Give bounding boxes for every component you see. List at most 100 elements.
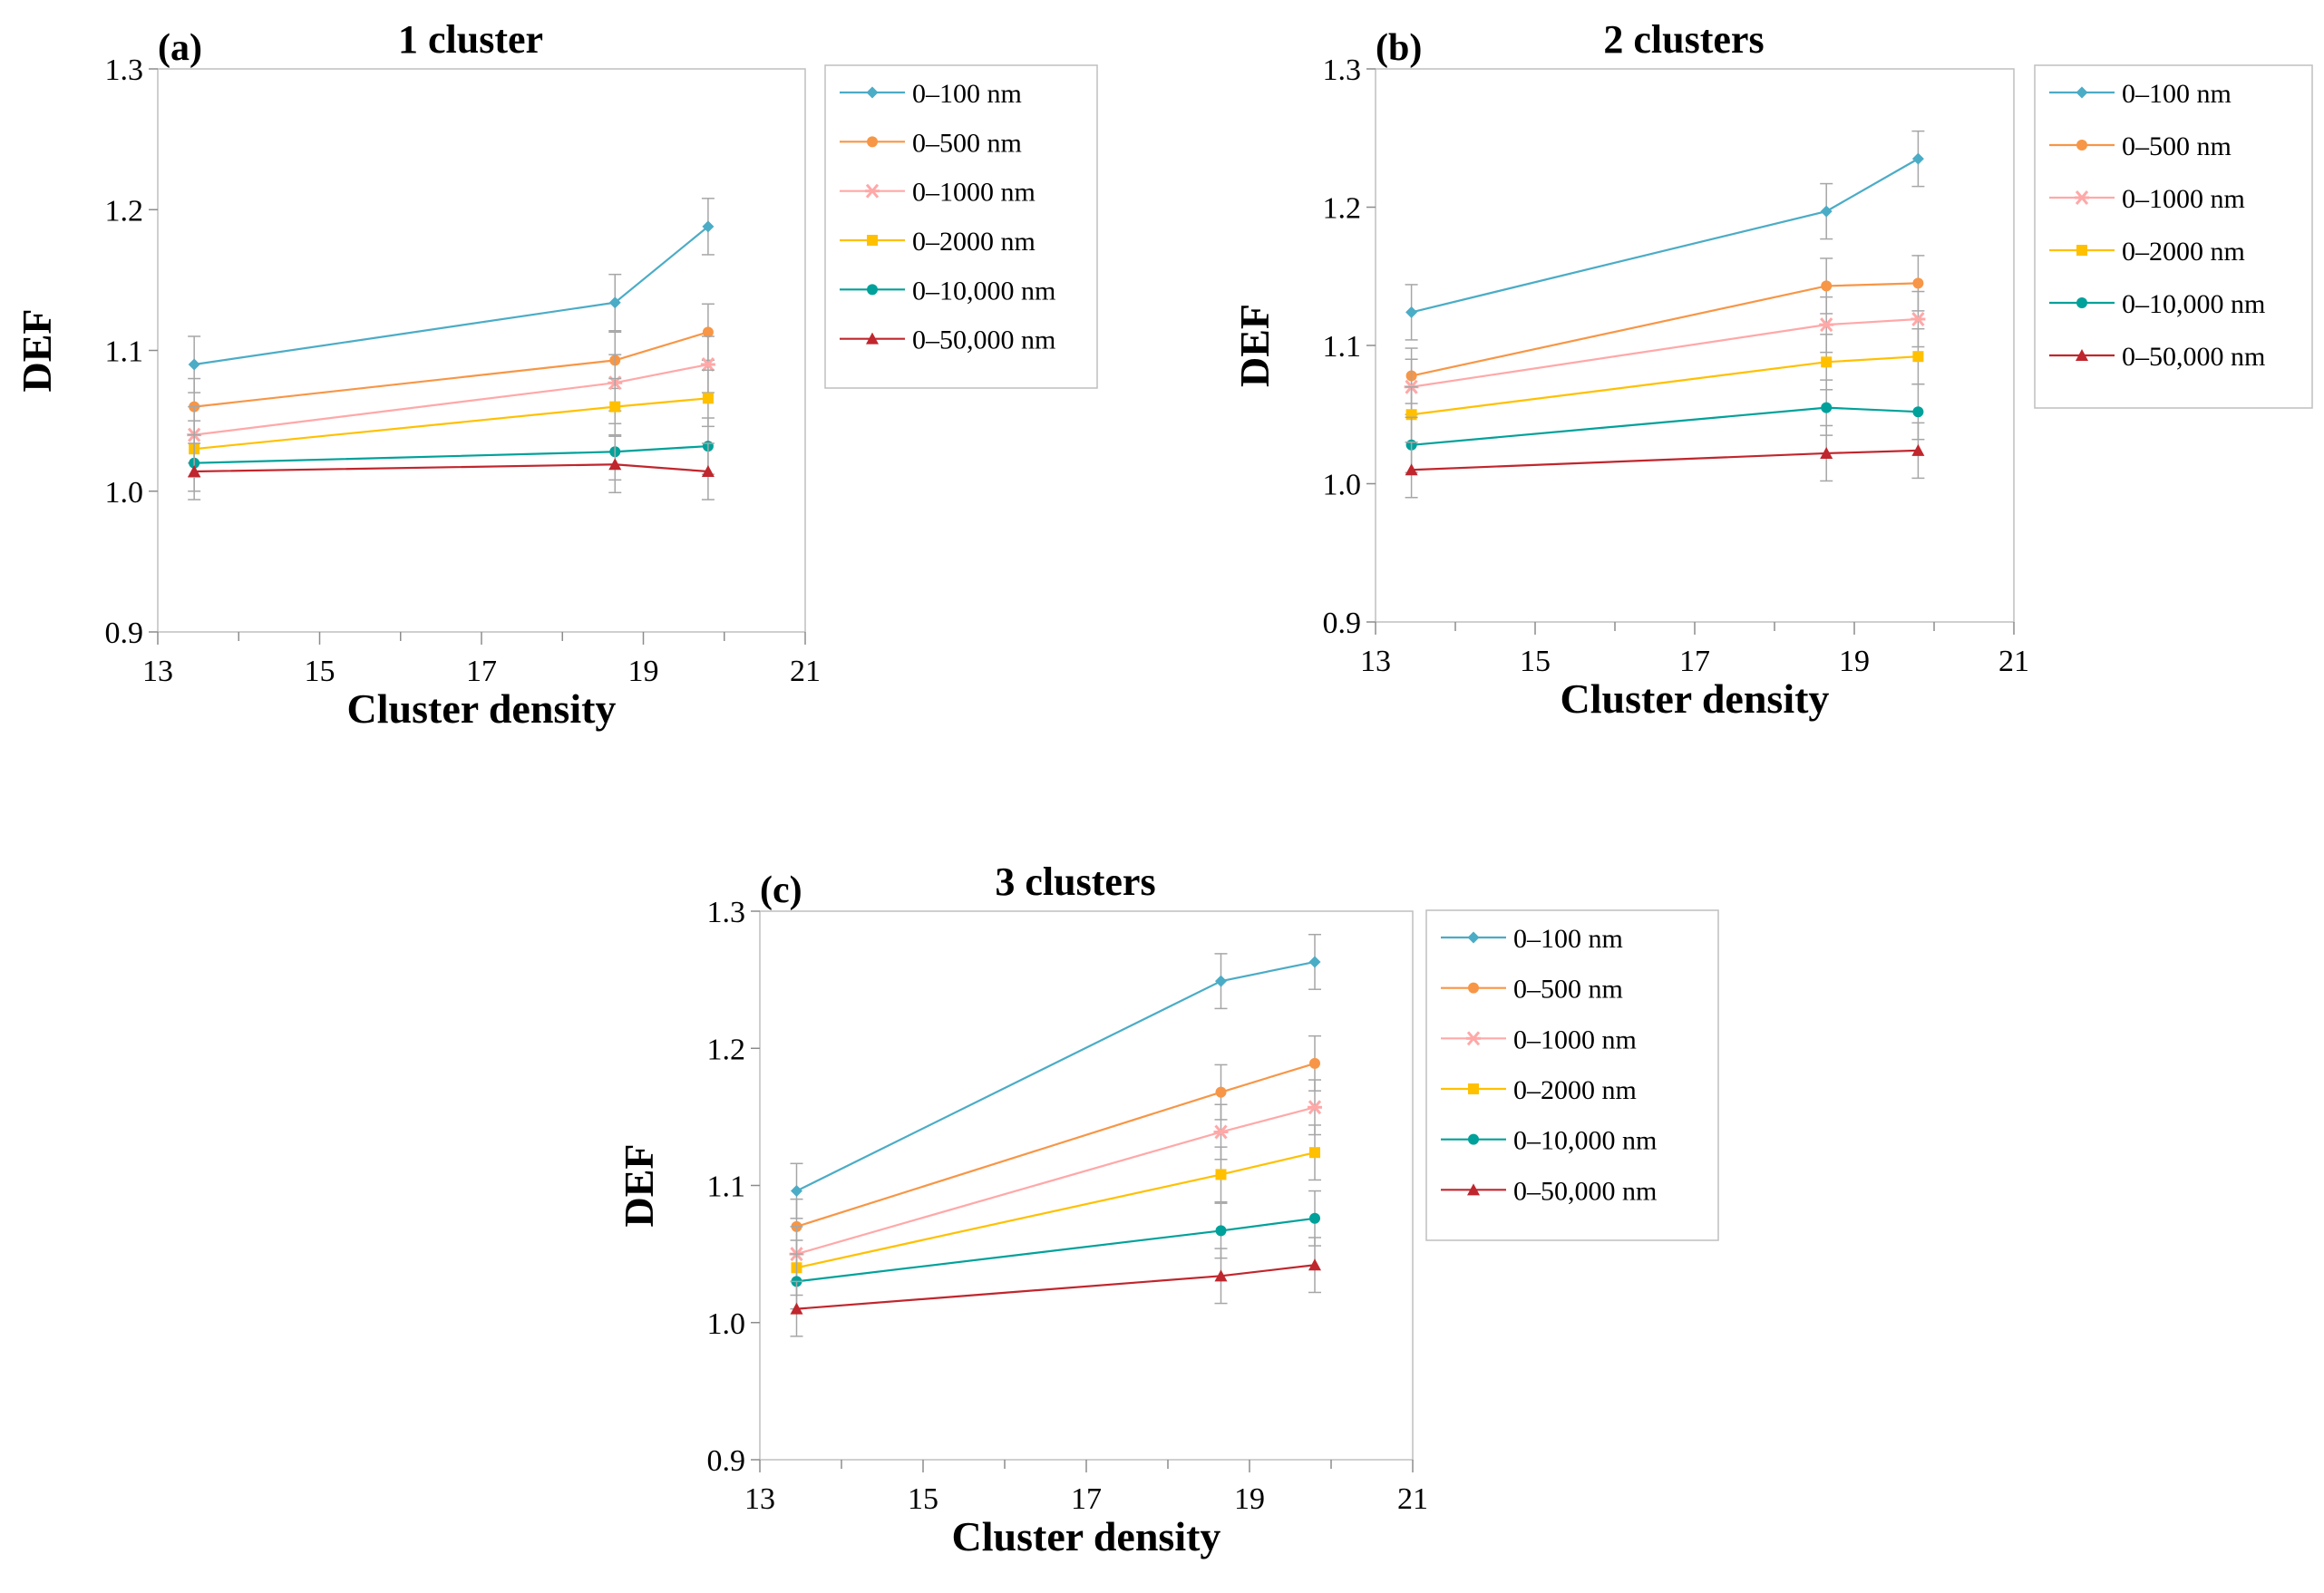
data-point <box>702 393 714 404</box>
y-tick-label: 1.3 <box>1323 53 1362 87</box>
series-line <box>796 1106 1316 1256</box>
legend-label: 0–100 nm <box>1513 924 1623 954</box>
data-point <box>702 326 714 338</box>
legend-label: 0–1000 nm <box>912 178 1036 208</box>
data-point <box>1308 956 1321 968</box>
data-point <box>1912 406 1924 418</box>
series-line <box>796 960 1316 1192</box>
x-tick-label: 13 <box>1360 645 1391 678</box>
data-point <box>1215 975 1227 987</box>
series-line <box>1411 406 1919 446</box>
x-tick-label: 19 <box>1839 645 1870 678</box>
y-tick-label: 1.0 <box>105 476 144 510</box>
legend-label: 0–10,000 nm <box>1513 1126 1657 1156</box>
legend-marker <box>2076 86 2088 99</box>
series-2 <box>188 303 715 436</box>
x-tick-label: 19 <box>1234 1482 1265 1516</box>
legend-marker <box>1468 982 1479 994</box>
data-point <box>1821 402 1833 413</box>
data-point <box>700 357 715 373</box>
data-point <box>1821 280 1833 292</box>
legend-label: 0–1000 nm <box>2122 184 2245 214</box>
legend-marker <box>867 235 878 246</box>
data-point <box>1309 1057 1320 1069</box>
data-point <box>1308 1258 1321 1271</box>
legend-marker <box>867 284 878 296</box>
series-4 <box>1405 327 1925 443</box>
legend-marker <box>1466 1031 1481 1046</box>
marker-stroke <box>701 357 715 373</box>
series-line <box>1411 449 1919 471</box>
x-axis-title: Cluster density <box>347 685 617 732</box>
series-5 <box>1405 379 1925 474</box>
y-tick-label: 1.3 <box>707 896 746 929</box>
legend-label: 0–10,000 nm <box>912 276 1055 306</box>
series-1 <box>1405 130 1925 341</box>
legend-label: 0–2000 nm <box>912 227 1036 257</box>
series-1 <box>188 198 715 393</box>
y-tick-label: 1.0 <box>707 1307 746 1341</box>
legend-marker <box>1468 1083 1479 1094</box>
x-tick-label: 19 <box>628 655 659 688</box>
legend-item: 0–50,000 nm <box>2049 342 2265 372</box>
marker-stroke <box>2075 190 2089 205</box>
x-tick-label: 13 <box>744 1482 775 1516</box>
data-point <box>1213 1124 1229 1140</box>
legend-label: 0–10,000 nm <box>2122 289 2265 319</box>
marker-stroke <box>865 183 880 199</box>
chart-panel-1: 0.9 1.0 1.1 1.2 1.3 13 15 17 19 21 Cluster density… <box>14 17 1098 732</box>
y-tick-label: 1.2 <box>707 1033 746 1066</box>
x-tick-label: 13 <box>142 655 173 688</box>
legend-marker <box>2076 297 2087 308</box>
x-tick-label: 15 <box>1520 645 1551 678</box>
plot-area <box>759 910 1414 1461</box>
legend-item: 0–2000 nm <box>2049 237 2245 267</box>
x-axis-title: Cluster density <box>952 1513 1221 1559</box>
chart-panel-2: 0.9 1.0 1.1 1.2 1.3 13 15 17 19 21 Cluster density… <box>1231 17 2313 722</box>
legend-item: 0–2000 nm <box>840 227 1036 257</box>
data-point <box>1214 1269 1228 1282</box>
legend: 0–100 nm 0–500 nm 0–1000 nm 0–2000 nm 0–10,0… <box>1425 909 1719 1241</box>
legend-marker <box>2075 190 2089 205</box>
marker-stroke <box>1308 1100 1322 1115</box>
y-tick-label: 0.9 <box>105 617 144 650</box>
legend-label: 0–500 nm <box>912 128 1022 158</box>
legend-marker <box>2076 140 2087 151</box>
x-tick-label: 17 <box>1679 645 1710 678</box>
series-2 <box>1405 255 1925 404</box>
data-point <box>1405 306 1418 318</box>
marker-stroke <box>1911 312 1925 327</box>
data-point <box>608 296 621 309</box>
data-point <box>1405 463 1418 476</box>
series-line <box>1411 158 1919 314</box>
legend-label: 0–50,000 nm <box>2122 342 2265 372</box>
legend-label: 0–500 nm <box>1513 975 1623 1005</box>
x-axis-title: Cluster density <box>1561 675 1830 722</box>
x-tick-label: 21 <box>1998 645 2029 678</box>
legend-label: 0–50,000 nm <box>1513 1176 1657 1206</box>
series-4 <box>790 1124 1321 1297</box>
x-tick-label: 17 <box>1071 1482 1102 1516</box>
legend-item: 0–100 nm <box>2049 79 2232 109</box>
legend-marker <box>866 332 879 345</box>
series-line <box>1411 317 1919 388</box>
x-tick-label: 15 <box>305 655 335 688</box>
y-tick-label: 0.9 <box>707 1444 746 1478</box>
series-6 <box>1405 422 1925 499</box>
legend-item: 0–500 nm <box>840 128 1022 158</box>
series-line <box>1411 355 1919 416</box>
legend-label: 0–100 nm <box>912 79 1022 109</box>
legend-label: 0–2000 nm <box>1513 1075 1637 1105</box>
series-line <box>796 1062 1316 1228</box>
data-point <box>1821 356 1833 368</box>
legend-item: 0–500 nm <box>2049 131 2232 161</box>
y-tick-label: 1.1 <box>105 335 144 369</box>
x-tick-label: 21 <box>1397 1482 1428 1516</box>
legend-item: 0–100 nm <box>1441 924 1623 954</box>
data-point <box>1820 205 1833 218</box>
legend: 0–100 nm 0–500 nm 0–1000 nm 0–2000 nm 0–10,0… <box>2034 64 2313 409</box>
legend-item: 0–10,000 nm <box>2049 289 2265 319</box>
legend-marker <box>1467 1183 1480 1196</box>
legend-item: 0–10,000 nm <box>1441 1126 1657 1156</box>
